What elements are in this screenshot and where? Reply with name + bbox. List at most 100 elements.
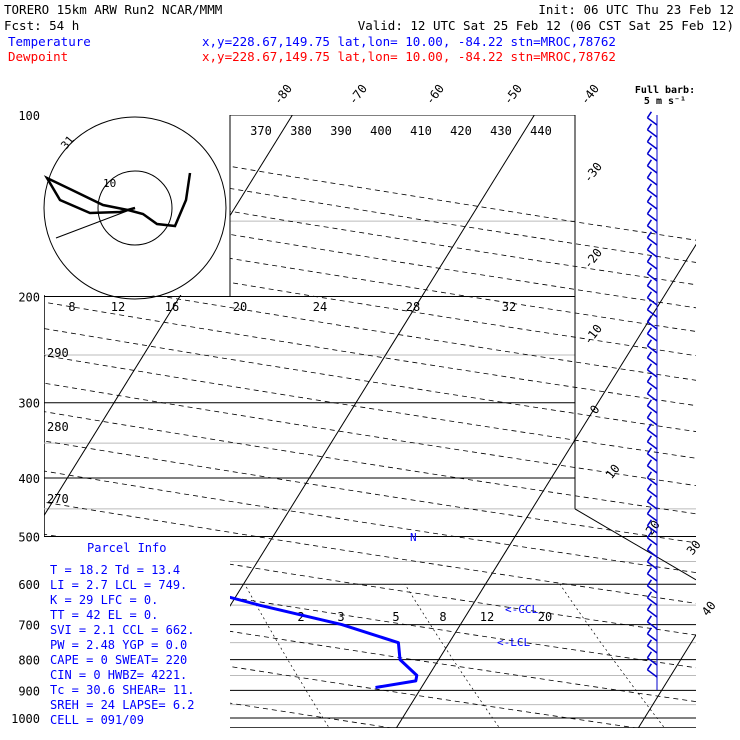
wind-barb [646,165,658,174]
parcel-info-row: SREH = 24 LAPSE= 6.2 [50,698,195,712]
mixing-ratio-label: 12 [480,610,494,624]
annotations: <-CCL <-LCL N [410,531,538,649]
parcel-info-row: K = 29 LFC = 0. [50,593,158,607]
kts-tick-label: 12 [111,300,125,314]
wind-barb [646,549,658,558]
parcel-info-title: Parcel Info [87,541,166,555]
parcel-info-row: LI = 2.7 LCL = 749. [50,578,187,592]
pressure-tick-label: 800 [18,654,40,668]
wind-barb [646,309,658,318]
pressure-tick-label: 900 [18,684,40,698]
wind-barb-flag [646,627,653,635]
wind-barb [646,489,658,498]
wind-barb-flag [646,615,653,623]
parcel-info-row: Tc = 30.6 SHEAR= 11. [50,683,195,697]
sounding-profiles [44,542,419,689]
kts-tick-label: 24 [313,300,327,314]
wind-barb-flag [646,387,653,395]
wind-barb [646,249,658,258]
wind-barb [646,537,658,546]
mixing-ratio-label: 8 [439,610,446,624]
theta-label: 390 [330,124,352,138]
wind-barb [646,285,658,294]
n-marker: N [410,531,417,544]
kts-tick-label: 28 [406,300,420,314]
wind-barb-flag [646,315,653,323]
upper-boundary [574,508,696,581]
parcel-info-row: PW = 2.48 YGP = 0.0 [50,638,187,652]
pressure-axis: 100 200 300 400 500 600 700 800 900 1000 [11,109,40,726]
theta-label: 370 [250,124,272,138]
wind-barb [646,405,658,414]
parcel-info-row: CIN = 0 HWBZ= 4221. [50,668,187,682]
isotherm-label: -40 [578,82,602,108]
valid-time: Valid: 12 UTC Sat 25 Feb 12 (06 CST Sat … [358,18,734,33]
wind-barb [646,357,658,366]
pressure-tick-label: 1000 [11,712,40,726]
wind-barb-flag [646,507,653,515]
wind-barb-flag [646,483,653,491]
wind-barb-flag [646,567,653,575]
theta-left-label: 290 [47,346,69,360]
wind-barb-flag [646,399,653,407]
wind-barb [646,261,658,270]
wind-barb [646,597,658,606]
wind-barbs [646,111,658,690]
parcel-info-panel: Parcel Info T = 18.2 Td = 13.4LI = 2.7 L… [44,537,230,728]
hodograph-trace [43,172,192,228]
hodograph-background [44,115,230,295]
kts-tick-label: 20 [233,300,247,314]
wind-barb-flag [646,639,653,647]
pressure-tick-label: 400 [18,472,40,486]
wind-barb [646,441,658,450]
wind-barb-flag [646,243,653,251]
theta-label: 430 [490,124,512,138]
wind-barb [646,573,658,582]
isotherm-label: 0 [587,402,602,416]
wind-barb [646,609,658,618]
hodograph-ring-outer [43,116,227,300]
wind-barb-flag [646,411,653,419]
hodograph-storm-vector [55,207,136,239]
wind-barb-flag [646,291,653,299]
pressure-tick-label: 700 [18,619,40,633]
wind-barb [646,633,658,642]
wind-barb-flag [646,651,653,659]
wind-barb-flag [646,531,653,539]
parcel-info-row: CELL = 091/09 [50,713,144,727]
wind-barb-flag [646,447,653,455]
wind-barb-flag [646,147,653,155]
wind-barb [646,513,658,522]
wind-barb [646,297,658,306]
parcel-info-row: CAPE = 0 SWEAT= 220 [50,653,187,667]
wind-barb [646,237,658,246]
header: TORERO 15km ARW Run2 NCAR/MMM Init: 06 U… [4,2,734,64]
wind-barb [646,321,658,330]
theta-label: 440 [530,124,552,138]
ccl-marker: <-CCL [505,603,538,616]
wind-barb [646,345,658,354]
pressure-tick-label: 600 [18,578,40,592]
mixing-ratio-label: 20 [538,610,552,624]
wind-barb-flag [646,303,653,311]
wind-barb [646,213,658,222]
wind-barb-flag [646,423,653,431]
wind-barb [646,465,658,474]
dewpoint-legend: Dewpoint [8,49,68,64]
wind-barb [646,225,658,234]
wind-barb-flag [646,135,653,143]
parcel-info-row: SVI = 2.1 CCL = 662. [50,623,195,637]
isotherm-label: -60 [423,82,447,108]
wind-barb-flag [646,603,653,611]
wind-barb-flag [646,219,653,227]
wind-barb [646,429,658,438]
wind-barb [646,153,658,162]
wind-barb-flag [646,231,653,239]
pressure-tick-label: 200 [18,291,40,305]
theta-left-label: 280 [47,420,69,434]
wind-barb-flag [646,159,653,167]
wind-barb-flag [646,555,653,563]
temperature-profile [44,542,419,689]
wind-barb-flag [646,267,653,275]
